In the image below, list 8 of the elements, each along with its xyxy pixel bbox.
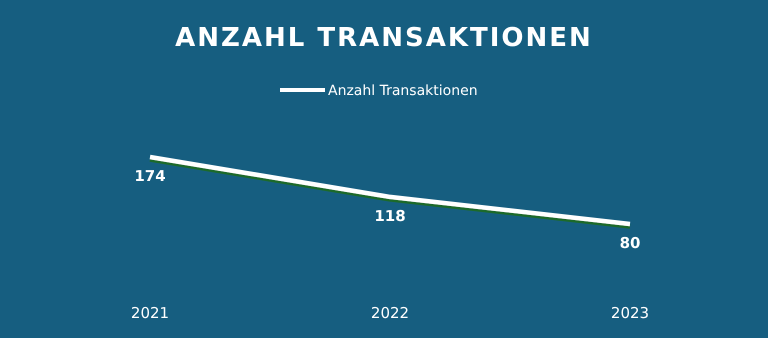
x-tick-label: 2022 — [370, 304, 410, 322]
data-label: 174 — [134, 167, 166, 185]
x-tick-label: 2021 — [130, 304, 170, 322]
data-label: 118 — [374, 206, 406, 225]
chart-title: ANZAHL TRANSAKTIONEN — [175, 23, 593, 53]
x-tick-label: 2023 — [610, 304, 650, 322]
data-label: 80 — [620, 234, 640, 252]
legend-label: Anzahl Transaktionen — [328, 83, 478, 99]
